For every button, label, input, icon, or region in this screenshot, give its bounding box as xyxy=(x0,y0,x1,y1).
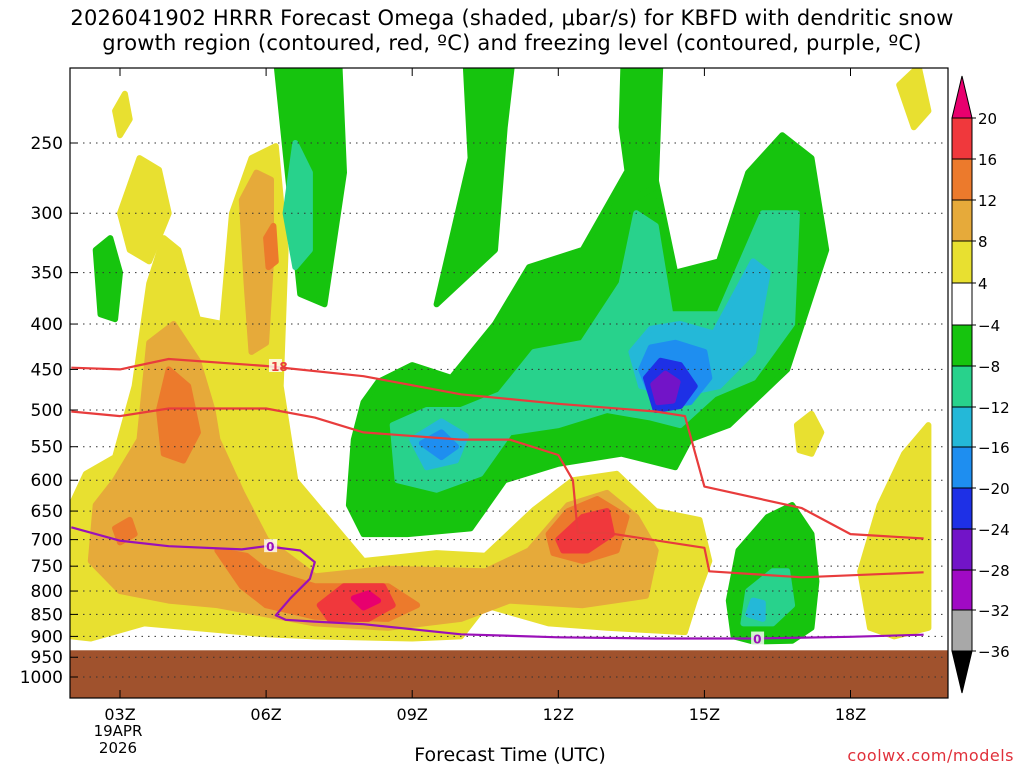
date-label-day: 19APR xyxy=(93,722,143,740)
omega-ascent-12-dot1 xyxy=(112,516,138,546)
ground-layer xyxy=(70,650,948,698)
y-tick-label-750: 750 xyxy=(31,557,63,577)
omega-ascent-4-upper-right xyxy=(896,68,932,131)
y-axis: 2503003504004505005506006507007508008509… xyxy=(20,134,78,688)
omega-descent-24-core xyxy=(650,370,681,406)
colorbar-arrow-bottom xyxy=(951,650,973,694)
colorbar-swatch-10 xyxy=(951,528,973,571)
omega-descent-4-upper-arm xyxy=(433,68,515,308)
x-tick-label-18Z: 18Z xyxy=(835,705,866,724)
colorbar-label-2: 12 xyxy=(978,192,997,210)
contour-label-bg-0 xyxy=(268,358,282,372)
y-tick-label-300: 300 xyxy=(31,204,63,224)
contour-label-0: 18 xyxy=(271,360,288,374)
colorbar-swatch-0 xyxy=(951,117,973,160)
omega-shaded-field xyxy=(70,68,932,645)
colorbar-label-1: 16 xyxy=(978,151,997,169)
colorbar-swatch-5 xyxy=(951,324,973,367)
chart-title-line-2: growth region (contoured, red, ºC) and f… xyxy=(102,31,922,55)
omega-ascent-4-east xyxy=(857,422,932,640)
x-tick-label-15Z: 15Z xyxy=(689,705,720,724)
y-tick-label-350: 350 xyxy=(31,264,63,284)
colorbar-label-13: −36 xyxy=(978,643,1010,661)
contour-label-2: 0 xyxy=(753,633,761,647)
colorbar-swatch-4 xyxy=(951,282,973,326)
colorbar-arrow-top xyxy=(951,75,973,119)
y-tick-label-500: 500 xyxy=(31,401,63,421)
y-tick-label-450: 450 xyxy=(31,360,63,380)
omega-descent-8-upper xyxy=(282,140,313,271)
y-tick-label-850: 850 xyxy=(31,605,63,625)
y-tick-label-1000: 1000 xyxy=(20,668,63,688)
y-tick-label-600: 600 xyxy=(31,471,63,491)
colorbar-swatch-3 xyxy=(951,240,973,284)
contour-freezing-level-2 xyxy=(71,526,924,640)
colorbar-label-8: −16 xyxy=(978,439,1010,457)
chart-title-line-1: 2026041902 HRRR Forecast Omega (shaded, … xyxy=(70,6,954,30)
colorbar-label-5: −4 xyxy=(978,317,1000,335)
colorbar-swatch-1 xyxy=(951,158,973,201)
chart-title: 2026041902 HRRR Forecast Omega (shaded, … xyxy=(0,6,1024,56)
omega-descent-4-spot xyxy=(92,235,123,323)
x-tick-label-12Z: 12Z xyxy=(543,705,574,724)
y-tick-label-400: 400 xyxy=(31,315,63,335)
colorbar-label-6: −8 xyxy=(978,358,1000,376)
colorbar-label-0: 20 xyxy=(978,110,997,128)
credit-link[interactable]: coolwx.com/models xyxy=(847,746,1014,765)
y-tick-label-950: 950 xyxy=(31,648,63,668)
x-tick-label-06Z: 06Z xyxy=(250,705,281,724)
colorbar-swatch-7 xyxy=(951,406,973,448)
contour-label-bg-1 xyxy=(264,539,278,553)
colorbar-swatch-11 xyxy=(951,569,973,611)
colorbar-label-4: 4 xyxy=(978,275,988,293)
contour-label-bg-2 xyxy=(751,631,765,645)
omega-ascent-4-tiny-north xyxy=(112,90,133,139)
colorbar-swatch-2 xyxy=(951,199,973,242)
y-tick-label-650: 650 xyxy=(31,502,63,522)
contour-dendritic-snow-growth-bottom-1 xyxy=(71,407,924,579)
colorbar-label-9: −20 xyxy=(978,480,1010,498)
omega-descent-12-small xyxy=(745,597,766,622)
omega-descent-4-upper-right xyxy=(618,68,664,204)
colorbar-label-7: −12 xyxy=(978,399,1010,417)
omega-ascent-8-upper xyxy=(238,169,274,355)
y-tick-label-550: 550 xyxy=(31,438,63,458)
colorbar-swatch-6 xyxy=(951,365,973,408)
y-tick-label-700: 700 xyxy=(31,531,63,551)
colorbar-label-12: −32 xyxy=(978,602,1010,620)
colorbar-swatch-8 xyxy=(951,446,973,489)
ground-fill xyxy=(70,650,948,698)
omega-ascent-12-dot2 xyxy=(263,222,279,271)
contour-dendritic-snow-growth-top-0 xyxy=(71,357,924,540)
colorbar-label-10: −24 xyxy=(978,521,1010,539)
y-tick-label-250: 250 xyxy=(31,134,63,154)
contour-label-1: 0 xyxy=(266,540,274,554)
x-tick-label-03Z: 03Z xyxy=(104,705,135,724)
omega-ascent-4-mid-east xyxy=(793,410,825,457)
colorbar: 20 16 12 8 4 −4 −8 −12 −16 −20 −24 −28 −32 −36 xyxy=(951,75,1010,694)
colorbar-swatch-9 xyxy=(951,487,973,530)
colorbar-label-11: −28 xyxy=(978,562,1010,580)
y-tick-label-900: 900 xyxy=(31,627,63,647)
x-axis-label: Forecast Time (UTC) xyxy=(414,744,606,766)
x-axis: 03Z 06Z 09Z 12Z 15Z 18Z xyxy=(104,68,866,724)
x-tick-label-09Z: 09Z xyxy=(397,705,428,724)
omega-ascent-20-low xyxy=(350,590,382,611)
omega-descent-8-main xyxy=(389,210,800,493)
plot-frame xyxy=(69,67,949,699)
date-label-year: 2026 xyxy=(98,739,138,757)
y-tick-label-800: 800 xyxy=(31,582,63,602)
colorbar-swatch-12 xyxy=(951,609,973,652)
colorbar-label-3: 8 xyxy=(978,233,988,251)
contour-lines xyxy=(71,357,924,640)
